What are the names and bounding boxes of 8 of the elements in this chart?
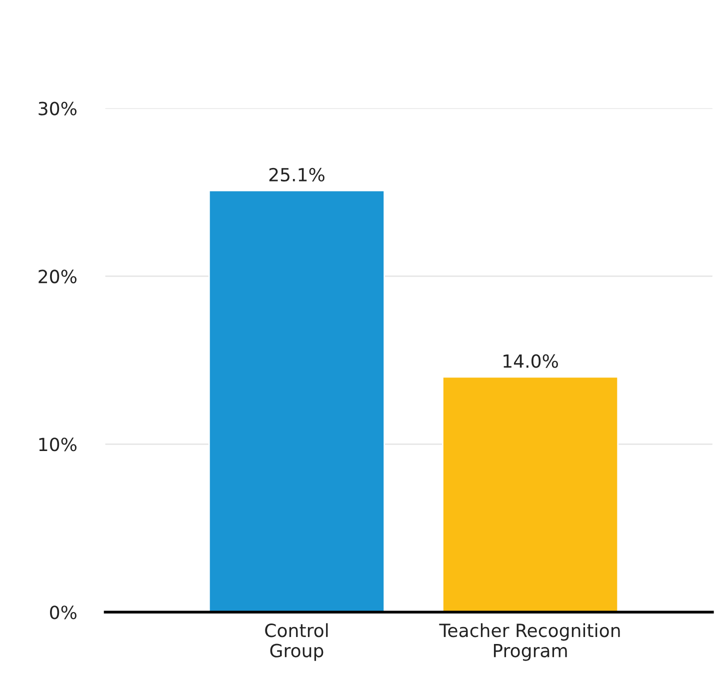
y-tick-label: 0% [50, 606, 76, 620]
x-tick-label: Teacher Recognition Program [439, 623, 620, 661]
y-tick-label: 30% [38, 102, 76, 116]
y-tick-label: 20% [38, 270, 76, 284]
data-label: 14.0% [504, 354, 558, 368]
y-tick-label: 10% [39, 438, 76, 452]
x-tick-label: Control Group [265, 623, 328, 661]
data-label: 25.1% [269, 168, 324, 182]
